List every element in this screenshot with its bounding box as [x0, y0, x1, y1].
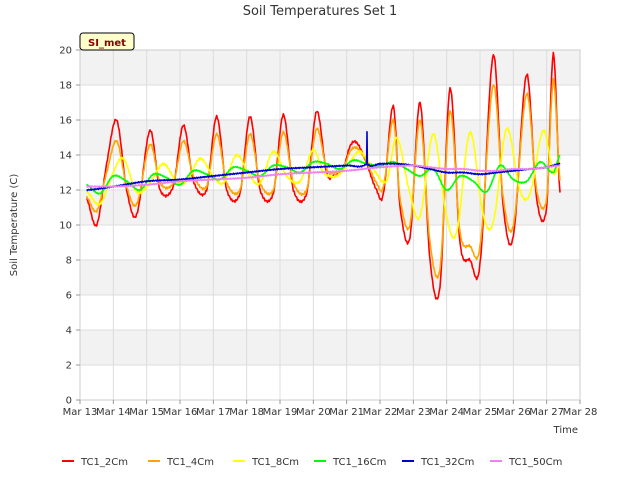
y-tick-label: 2 — [66, 361, 72, 372]
plot-band — [80, 50, 580, 85]
series-line-tc1-4cm — [85, 77, 561, 279]
site-label-frame — [79, 32, 135, 51]
y-axis-label: Soil Temperature (C) — [9, 174, 20, 277]
chart-title: Soil Temperatures Set 1 — [243, 4, 398, 19]
legend-label: TC1_4Cm — [166, 457, 214, 468]
x-tick-label: Mar 15 — [129, 407, 164, 418]
plot-band — [80, 120, 580, 155]
y-tick-label: 0 — [66, 396, 72, 407]
x-tick-label: Mar 21 — [329, 407, 364, 418]
x-tick-label: Mar 28 — [563, 407, 598, 418]
x-tick-label: Mar 26 — [496, 407, 531, 418]
series-line-tc1-16cm — [85, 154, 561, 195]
x-tick-label: Mar 13 — [63, 407, 98, 418]
x-tick-label: Mar 16 — [163, 407, 198, 418]
x-tick-label: Mar 22 — [363, 407, 398, 418]
y-tick-label: 16 — [59, 116, 72, 127]
y-axis-ticks: 0 2 4 6 8 10 12 14 16 18 20 — [59, 46, 80, 407]
series-line-tc1-50cm — [86, 164, 561, 188]
plot-band — [80, 260, 580, 295]
y-tick-label: 18 — [59, 81, 72, 92]
series-line-tc1-32cm — [86, 130, 561, 192]
y-tick-label: 6 — [66, 291, 72, 302]
x-tick-label: Mar 25 — [463, 407, 498, 418]
y-tick-label: 10 — [59, 221, 72, 232]
plot-band — [80, 225, 580, 260]
x-tick-label: Mar 23 — [396, 407, 431, 418]
x-tick-label: Mar 14 — [96, 407, 131, 418]
y-tick-label: 12 — [59, 186, 72, 197]
legend-label: TC1_2Cm — [80, 457, 128, 468]
legend-label: TC1_16Cm — [332, 457, 386, 468]
series-lines — [85, 51, 561, 300]
y-tick-label: 20 — [59, 46, 72, 57]
plot-band — [80, 85, 580, 120]
x-tick-label: Mar 24 — [429, 407, 464, 418]
site-label-box: SI_met — [79, 32, 135, 51]
y-tick-label: 14 — [59, 151, 72, 162]
x-tick-label: Mar 18 — [229, 407, 264, 418]
x-tick-label: Mar 27 — [529, 407, 564, 418]
legend-label: TC1_50Cm — [508, 457, 562, 468]
plot-band — [80, 295, 580, 330]
legend: TC1_2Cm TC1_4Cm TC1_8Cm TC1_16Cm TC1_32Cm TC1… — [62, 457, 562, 468]
legend-label: TC1_8Cm — [251, 457, 299, 468]
x-tick-label: Mar 20 — [296, 407, 331, 418]
series-line-tc1-8cm — [85, 126, 561, 239]
x-tick-label: Mar 17 — [196, 407, 231, 418]
plot-bands — [80, 50, 580, 400]
x-tick-label: Mar 19 — [263, 407, 298, 418]
plot-band — [80, 330, 580, 365]
x-axis-label: Time — [553, 425, 578, 436]
plot-band — [80, 365, 580, 400]
legend-label: TC1_32Cm — [420, 457, 474, 468]
y-tick-label: 4 — [66, 326, 72, 337]
y-tick-label: 8 — [66, 256, 72, 267]
site-label: SI_met — [88, 38, 126, 49]
